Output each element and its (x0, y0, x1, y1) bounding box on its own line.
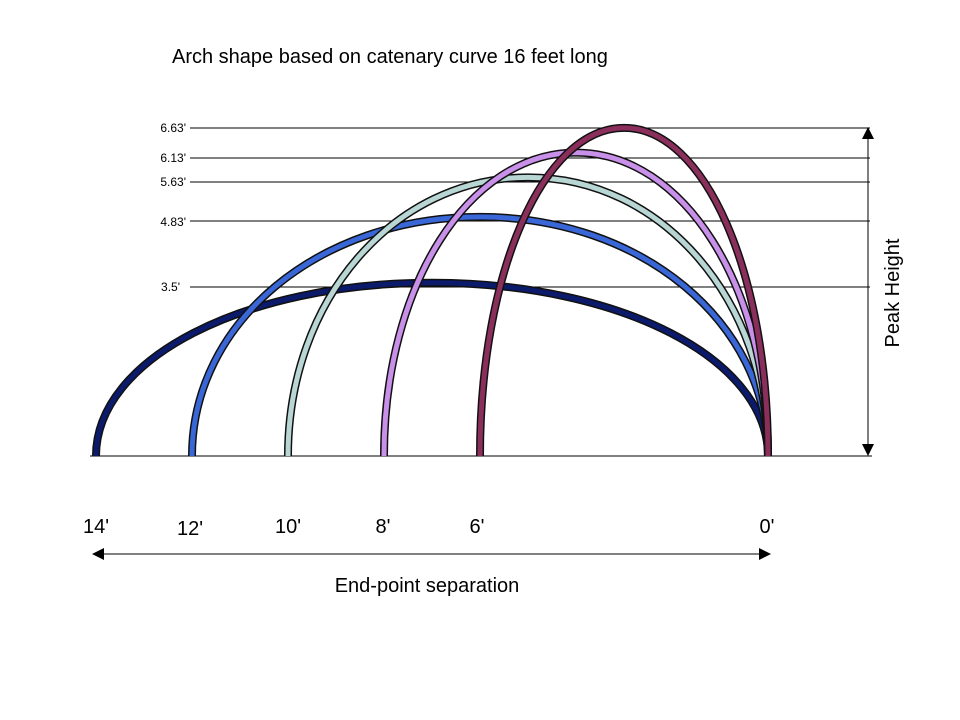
peak-height-arrow-up-icon (862, 127, 874, 139)
separation-label-0: 0' (760, 516, 775, 538)
arch-8ft (381, 150, 771, 457)
separation-label-10: 10' (275, 516, 301, 538)
height-label-3-5: 3.5' (161, 280, 180, 294)
height-label-5-63: 5.63' (160, 175, 186, 189)
separation-label-14: 14' (83, 516, 109, 538)
arches-group (92, 123, 772, 457)
arch-12ft (189, 214, 771, 457)
separation-axis-title: End-point separation (335, 575, 520, 597)
separation-arrow-right-icon (759, 548, 771, 560)
arch-14ft (93, 280, 771, 457)
separation-label-12: 12' (177, 518, 203, 540)
height-label-6-63: 6.63' (160, 121, 186, 135)
separation-arrow-left-icon (92, 548, 104, 560)
height-label-4-83: 4.83' (160, 215, 186, 229)
peak-height-label: Peak Height (882, 238, 904, 347)
arch-10ft (285, 174, 771, 457)
diagram-title: Arch shape based on catenary curve 16 fe… (172, 46, 608, 68)
height-label-6-13: 6.13' (160, 151, 186, 165)
separation-label-6: 6' (470, 516, 485, 538)
peak-height-arrow-down-icon (862, 444, 874, 456)
arch-6ft (477, 125, 771, 457)
separation-label-8: 8' (376, 516, 391, 538)
